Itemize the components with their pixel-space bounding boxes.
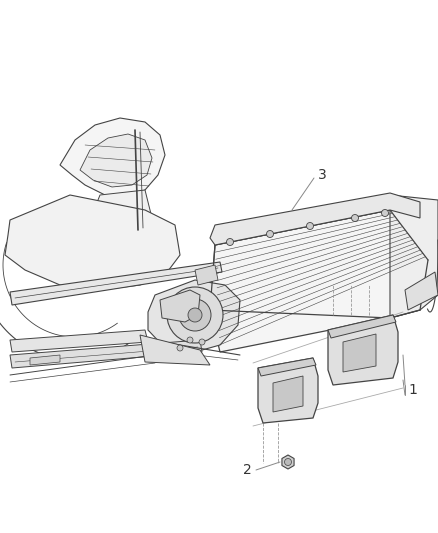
Polygon shape xyxy=(80,134,152,187)
Circle shape xyxy=(187,337,193,343)
Polygon shape xyxy=(195,265,218,285)
Polygon shape xyxy=(60,118,165,198)
Circle shape xyxy=(381,209,389,216)
Polygon shape xyxy=(5,195,180,290)
Text: 1: 1 xyxy=(408,383,417,397)
Text: 2: 2 xyxy=(243,463,252,477)
Circle shape xyxy=(199,339,205,345)
Circle shape xyxy=(188,308,202,322)
Circle shape xyxy=(352,214,358,222)
Polygon shape xyxy=(328,315,398,385)
Polygon shape xyxy=(405,272,438,310)
Polygon shape xyxy=(258,358,316,376)
Polygon shape xyxy=(273,376,303,412)
Polygon shape xyxy=(10,330,148,352)
Polygon shape xyxy=(210,193,420,245)
Polygon shape xyxy=(328,315,396,338)
Polygon shape xyxy=(92,190,155,245)
Polygon shape xyxy=(140,335,210,365)
Polygon shape xyxy=(10,262,222,305)
Circle shape xyxy=(266,230,273,238)
Circle shape xyxy=(285,458,292,465)
Polygon shape xyxy=(148,280,240,352)
Circle shape xyxy=(307,222,314,230)
Polygon shape xyxy=(210,210,428,352)
Circle shape xyxy=(179,299,211,331)
Text: 3: 3 xyxy=(318,168,327,182)
Polygon shape xyxy=(10,340,202,368)
Circle shape xyxy=(226,238,233,246)
Polygon shape xyxy=(343,334,376,372)
Polygon shape xyxy=(160,290,200,322)
Polygon shape xyxy=(282,455,294,469)
Polygon shape xyxy=(390,195,438,318)
Polygon shape xyxy=(30,355,60,365)
Polygon shape xyxy=(258,358,318,423)
Circle shape xyxy=(177,345,183,351)
Circle shape xyxy=(167,287,223,343)
